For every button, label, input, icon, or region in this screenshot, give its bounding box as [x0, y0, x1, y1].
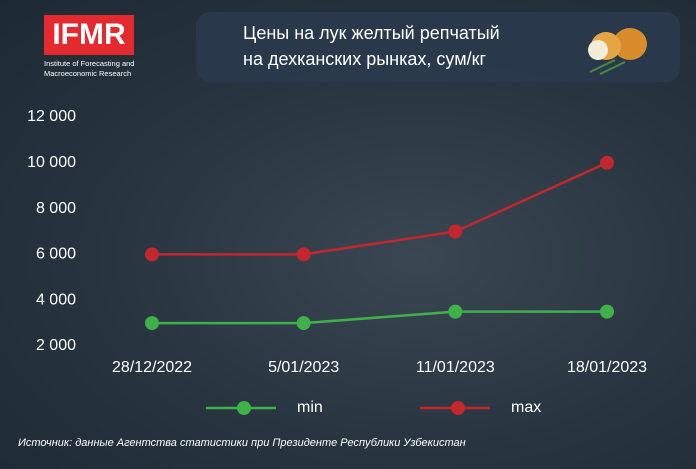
point — [145, 316, 159, 331]
chart-title: на дехканских рынках, сум/кг — [243, 49, 486, 69]
x-tick-label: 18/01/2023 — [567, 359, 647, 376]
point — [296, 316, 311, 331]
line — [152, 161, 608, 256]
point — [145, 247, 159, 262]
title-box — [196, 12, 680, 82]
y-tick-label: 12 000 — [27, 108, 76, 125]
point — [448, 224, 463, 239]
x-tick-label: 28/12/2022 — [112, 359, 192, 376]
y-tick-label: 10 000 — [27, 154, 76, 171]
x-tick-label: 11/01/2023 — [416, 359, 495, 376]
y-tick-label: 4 000 — [36, 291, 76, 308]
point — [296, 247, 311, 262]
point — [600, 304, 614, 319]
source: Источник: данные Агентства статистики пр… — [18, 437, 466, 449]
onion-icon — [588, 28, 647, 75]
logo-subtitle: Institute of Forecasting and — [44, 59, 134, 68]
line — [152, 310, 607, 325]
logo-box — [44, 15, 134, 55]
chart-title: Цены на лук желтый репчатый — [243, 23, 500, 43]
y-tick-label: 2 000 — [36, 337, 76, 354]
logo-name: IFMR — [52, 18, 126, 51]
y-tick-label: 8 000 — [36, 200, 76, 217]
point — [448, 304, 463, 319]
logo-subtitle: Macroeconomic Research — [44, 69, 131, 78]
x-tick-label: 5/01/2023 — [268, 359, 339, 376]
legend-label: min — [297, 399, 323, 416]
legend-marker — [237, 401, 251, 415]
legend-marker — [451, 401, 465, 415]
point — [600, 155, 614, 170]
y-tick-label: 6 000 — [36, 246, 76, 263]
legend-label: max — [511, 399, 541, 416]
